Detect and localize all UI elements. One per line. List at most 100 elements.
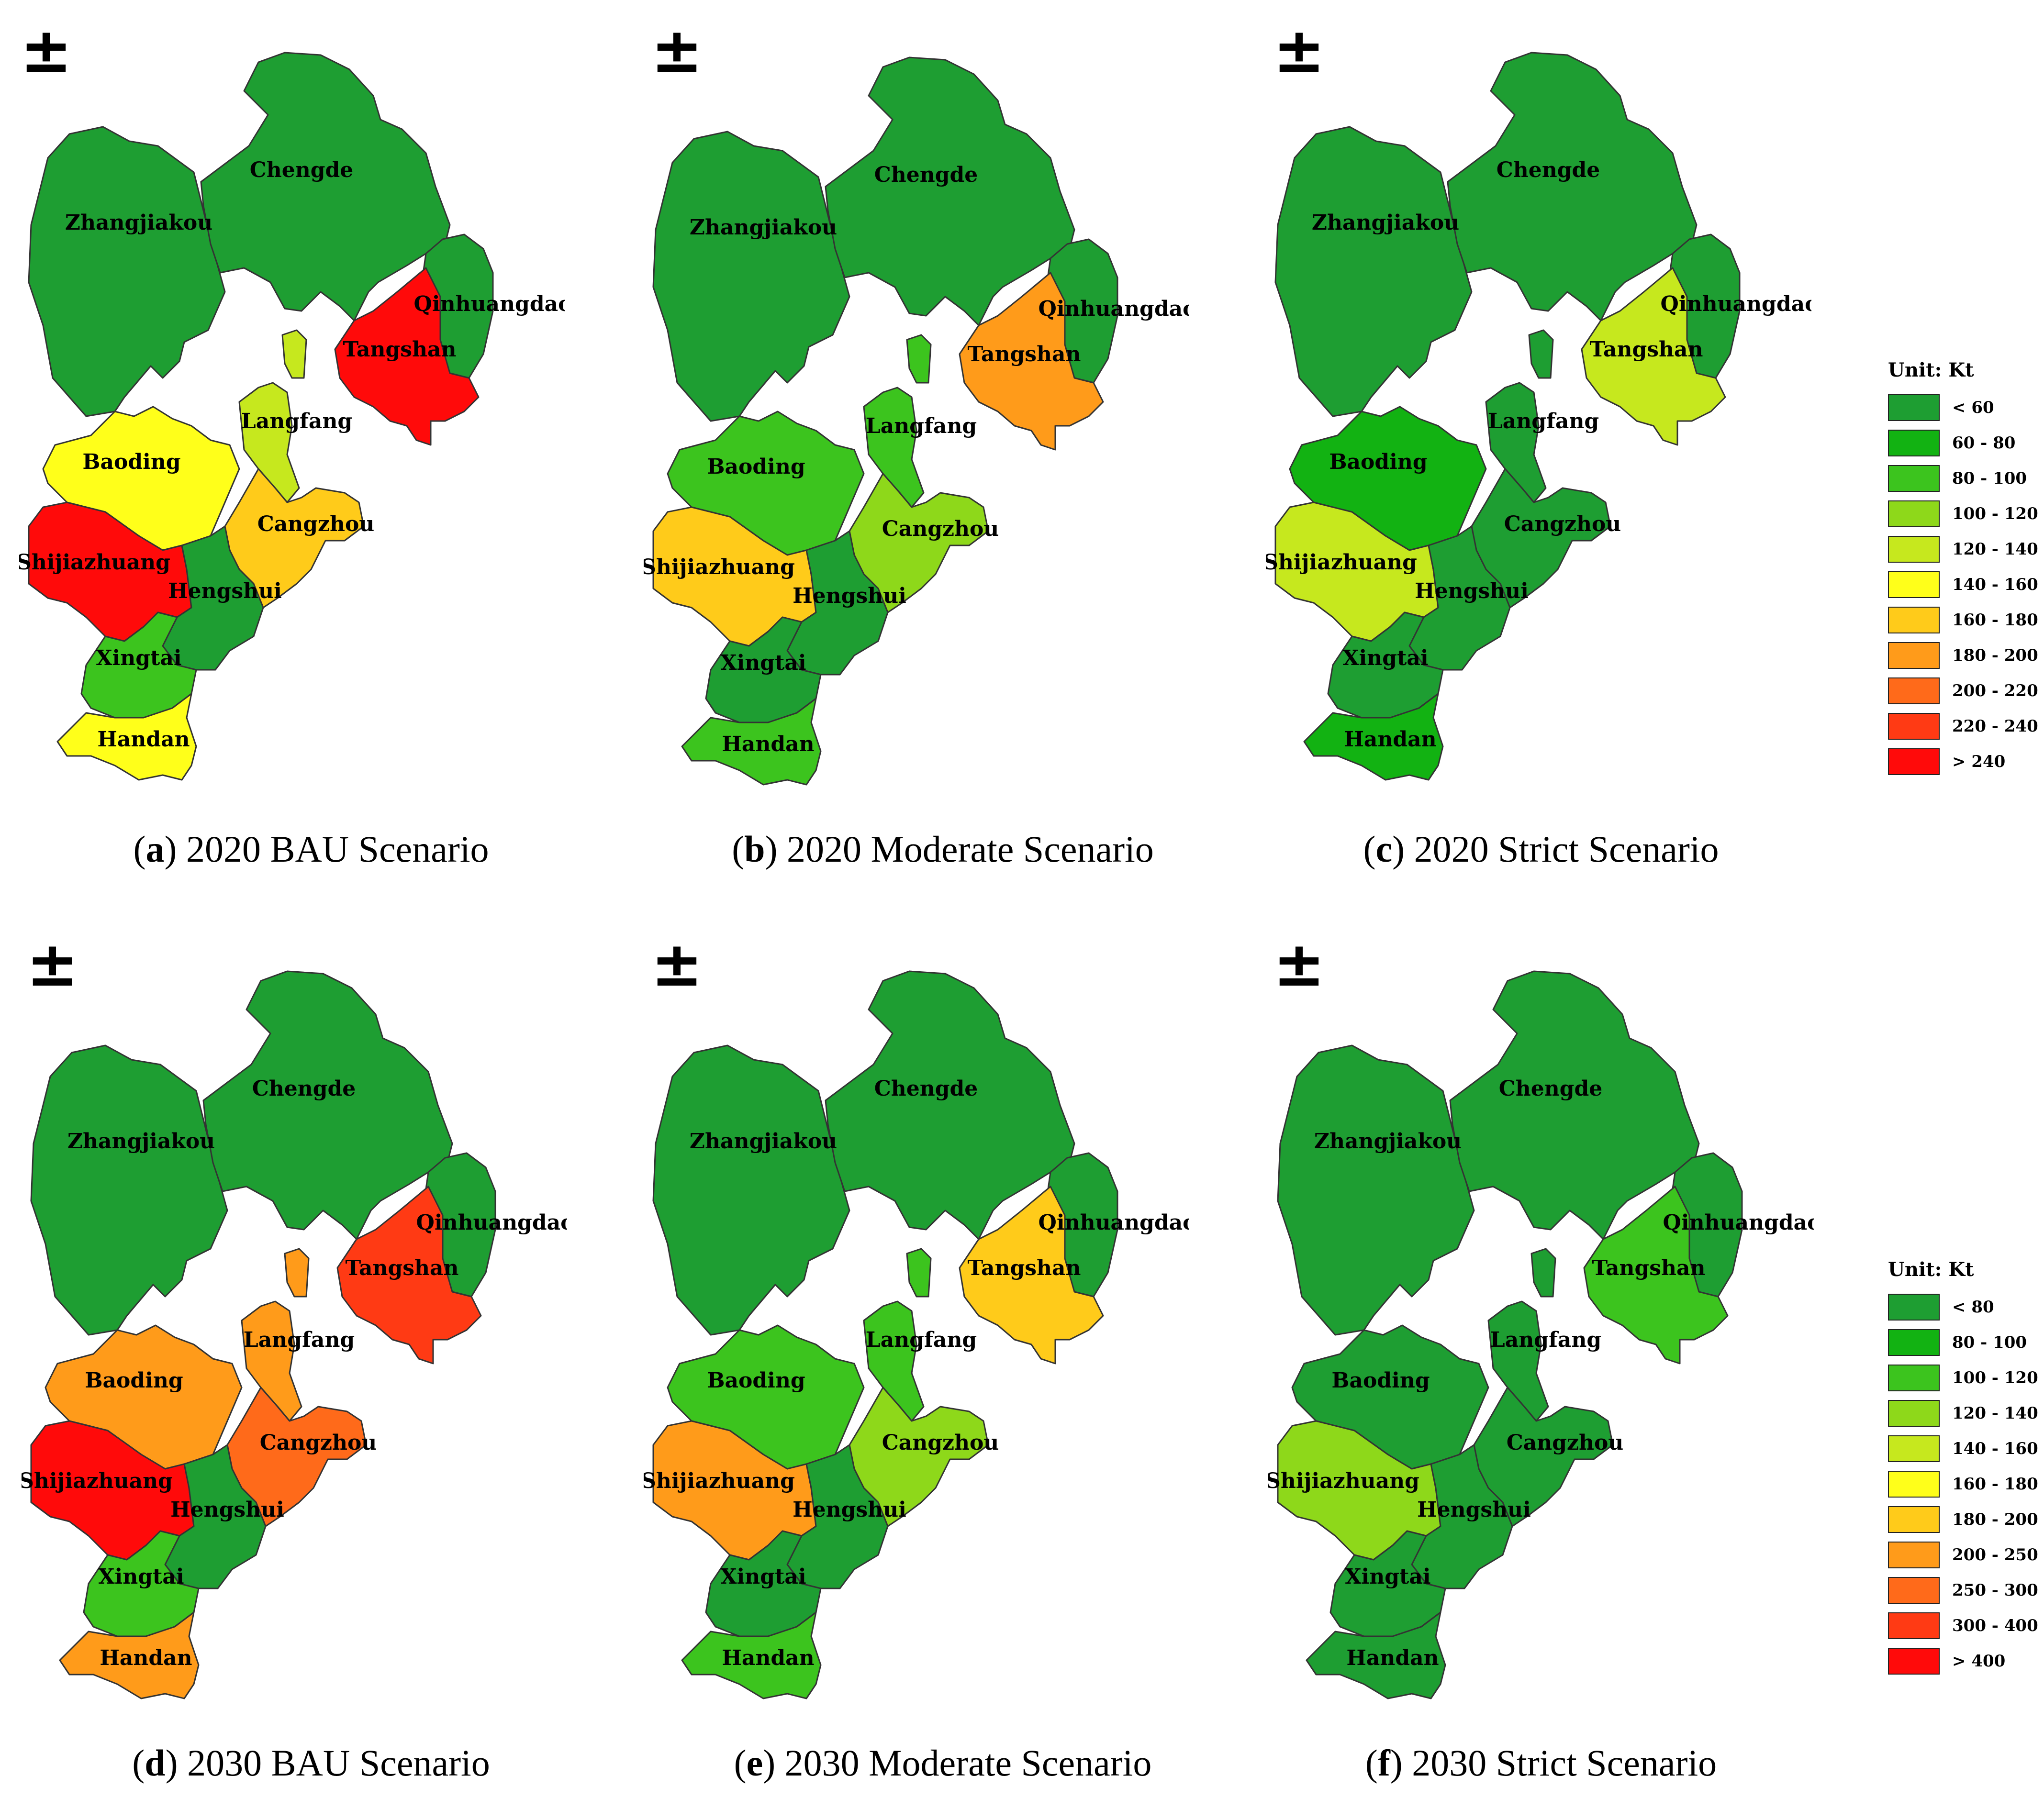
caption-b: (b) 2020 Moderate Scenario [732, 828, 1154, 870]
legend-swatch [1888, 1506, 1940, 1533]
caption-f: (f) 2030 Strict Scenario [1365, 1742, 1717, 1784]
label-shijiazhuang: Shijiazhuang [22, 1469, 173, 1493]
label-langfang: Langfang [1490, 1328, 1601, 1352]
label-tangshan: Tangshan [967, 1256, 1081, 1280]
legend-item: 120 - 140 [1888, 532, 2044, 567]
label-qinhuangdao: Qinhuangdao [416, 1210, 567, 1235]
legend-label: 140 - 160 [1952, 575, 2038, 594]
label-hengshui: Hengshui [168, 579, 282, 603]
legend-swatch [1888, 394, 1940, 421]
label-hengshui: Hengshui [1415, 579, 1529, 603]
label-langfang: Langfang [1488, 409, 1599, 433]
legend-label: 300 - 400 [1952, 1616, 2038, 1635]
label-baoding: Baoding [1329, 450, 1427, 474]
legend-item: 100 - 120 [1888, 496, 2044, 532]
label-tangshan: Tangshan [343, 337, 456, 362]
label-hengshui: Hengshui [793, 1498, 906, 1522]
region-handan [1306, 1611, 1446, 1699]
north-arrow-icon: ± [20, 14, 72, 87]
region-zhangjiakou [28, 126, 226, 417]
legend-item: > 400 [1888, 1643, 2044, 1679]
region-tangshan [336, 1186, 482, 1365]
label-xingtai: Xingtai [720, 1565, 806, 1589]
region-hengshui [1411, 1444, 1513, 1589]
legend-label: < 60 [1952, 398, 1994, 417]
legend-label: 120 - 140 [1952, 540, 2038, 559]
label-shijiazhuang: Shijiazhuang [644, 555, 795, 579]
map-panel-e: Zhangjiakou Chengde Qinhuangdao Tangshan Lan… [644, 970, 1189, 1699]
legend-swatch [1888, 1365, 1940, 1391]
legend-label: 200 - 220 [1952, 681, 2038, 700]
label-handan: Handan [100, 1646, 192, 1670]
legend-label: 250 - 300 [1952, 1581, 2038, 1600]
label-hengshui: Hengshui [1417, 1498, 1531, 1522]
label-chengde: Chengde [250, 158, 354, 182]
label-shijiazhuang: Shijiazhuang [1268, 1469, 1419, 1493]
caption-e: (e) 2030 Moderate Scenario [734, 1742, 1152, 1784]
north-arrow-icon: ± [1273, 14, 1325, 87]
region-hengshui [786, 530, 889, 676]
legend-label: 200 - 250 [1952, 1545, 2038, 1565]
legend-item: < 60 [1888, 390, 2044, 425]
legend-label: 60 - 80 [1952, 433, 2016, 453]
label-zhangjiakou: Zhangjiakou [690, 215, 837, 240]
region-zhangjiakou [30, 1044, 228, 1336]
region-xingtai [83, 1530, 200, 1637]
north-arrow-icon: ± [651, 928, 703, 1000]
label-handan: Handan [722, 732, 814, 756]
caption-a: (a) 2020 BAU Scenario [133, 828, 489, 870]
legend-label: 80 - 100 [1952, 469, 2027, 488]
legend-swatch [1888, 1400, 1940, 1427]
legend-item: 200 - 220 [1888, 673, 2044, 709]
legend-label: > 240 [1952, 752, 2006, 771]
legend-swatch [1888, 500, 1940, 527]
legend-swatch [1888, 430, 1940, 456]
legend-label: 160 - 180 [1952, 1475, 2038, 1494]
map-panel-c: Zhangjiakou Chengde Qinhuangdao Tangshan Lan… [1266, 52, 1811, 781]
region-langfang [1485, 382, 1547, 503]
label-zhangjiakou: Zhangjiakou [65, 211, 212, 235]
region-langfang [863, 1300, 925, 1422]
label-zhangjiakou: Zhangjiakou [690, 1129, 837, 1154]
map-panel-a: Zhangjiakou Chengde Qinhuangdao Tangshan Lan… [19, 52, 565, 781]
label-xingtai: Xingtai [1342, 646, 1428, 670]
legend-item: 300 - 400 [1888, 1608, 2044, 1643]
region-langfang [863, 387, 925, 508]
legend-label: 220 - 240 [1952, 717, 2038, 736]
label-qinhuangdao: Qinhuangdao [414, 292, 565, 316]
legend-title: Unit: Kt [1888, 359, 1974, 381]
legend-swatch [1888, 1648, 1940, 1675]
region-langfang [1487, 1300, 1549, 1422]
map-panel-f: Zhangjiakou Chengde Qinhuangdao Tangshan Lan… [1268, 970, 1814, 1699]
region-zhangjiakou [1277, 1044, 1475, 1336]
legend-label: 160 - 180 [1952, 610, 2038, 630]
label-baoding: Baoding [1331, 1368, 1430, 1393]
label-langfang: Langfang [244, 1328, 355, 1352]
legend-item: 80 - 100 [1888, 461, 2044, 496]
region-langfang-enclave [281, 329, 307, 379]
north-arrow-icon: ± [1273, 928, 1325, 1000]
label-langfang: Langfang [241, 409, 352, 433]
label-zhangjiakou: Zhangjiakou [67, 1129, 215, 1154]
label-baoding: Baoding [85, 1368, 183, 1393]
label-handan: Handan [1346, 1646, 1439, 1670]
label-baoding: Baoding [82, 450, 180, 474]
legend-item: 200 - 250 [1888, 1537, 2044, 1573]
region-xingtai [1327, 611, 1444, 719]
legend-swatch [1888, 571, 1940, 598]
caption-c: (c) 2020 Strict Scenario [1363, 828, 1719, 870]
region-tangshan [334, 267, 480, 446]
region-xingtai [705, 616, 822, 723]
map-panel-b: Zhangjiakou Chengde Qinhuangdao Tangshan Lan… [644, 56, 1189, 786]
legend-item: 120 - 140 [1888, 1396, 2044, 1431]
legend-item: 100 - 120 [1888, 1360, 2044, 1396]
region-tangshan [1581, 267, 1726, 446]
label-shijiazhuang: Shijiazhuang [19, 550, 170, 575]
region-xingtai [1329, 1530, 1446, 1637]
region-handan [56, 693, 197, 781]
region-hengshui [786, 1444, 889, 1589]
legend-item: 140 - 160 [1888, 1431, 2044, 1466]
region-hengshui [162, 525, 264, 671]
label-tangshan: Tangshan [1589, 337, 1703, 362]
